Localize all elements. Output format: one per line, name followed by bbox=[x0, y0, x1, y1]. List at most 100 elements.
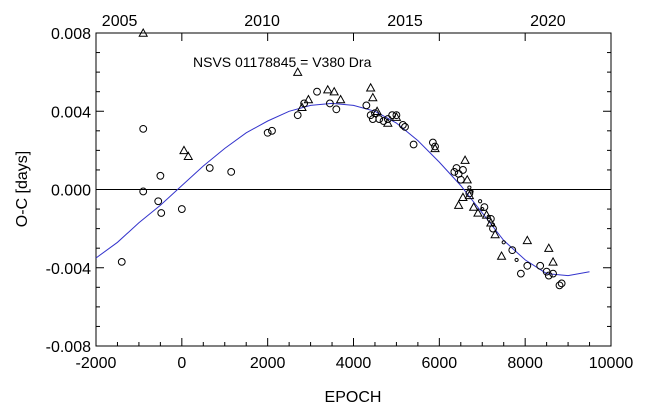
triangle-point bbox=[453, 200, 464, 209]
circle-point bbox=[489, 224, 497, 233]
triangle-point bbox=[543, 243, 554, 252]
circle-point bbox=[205, 164, 214, 172]
circle-point bbox=[523, 261, 532, 270]
triangle-point bbox=[329, 86, 340, 96]
triangle-point bbox=[496, 250, 507, 260]
triangle-point bbox=[292, 67, 303, 76]
x-tick-label: 8000 bbox=[507, 355, 543, 372]
circle-point bbox=[557, 279, 566, 288]
y-tick-label: 0.008 bbox=[51, 26, 91, 43]
year-tick-label: 2010 bbox=[244, 13, 280, 30]
small-point bbox=[490, 222, 496, 227]
small-point bbox=[514, 257, 519, 263]
triangle-point bbox=[464, 190, 475, 200]
circle-point bbox=[268, 126, 276, 135]
y-tick-label: -0.008 bbox=[46, 339, 91, 356]
x-tick-label: -2000 bbox=[76, 355, 117, 372]
circle-point bbox=[465, 189, 474, 198]
triangle-point bbox=[367, 92, 378, 102]
triangle-point bbox=[430, 143, 440, 153]
triangle-point bbox=[138, 27, 149, 37]
circle-point bbox=[371, 109, 379, 118]
circle-point bbox=[428, 138, 437, 147]
circle-point bbox=[480, 203, 489, 212]
circle-point bbox=[375, 115, 384, 123]
circle-point bbox=[157, 209, 166, 217]
circle-point bbox=[555, 281, 564, 290]
circle-point bbox=[401, 123, 409, 131]
triangle-point bbox=[522, 235, 533, 245]
year-tick-label: 2020 bbox=[530, 13, 566, 30]
triangle-point bbox=[490, 229, 500, 239]
triangle-point bbox=[391, 112, 402, 121]
circle-point bbox=[549, 269, 557, 278]
small-point bbox=[478, 199, 483, 204]
circle-point bbox=[313, 87, 321, 96]
circle-point bbox=[536, 261, 545, 270]
fit-curve bbox=[95, 102, 590, 277]
triangle-point bbox=[473, 207, 483, 217]
circle-point bbox=[544, 271, 553, 280]
circle-point bbox=[362, 101, 371, 110]
y-tick-label: 0.004 bbox=[51, 104, 91, 121]
x-tick-label: 0 bbox=[177, 355, 186, 372]
small-point bbox=[469, 189, 474, 194]
circle-point bbox=[156, 171, 165, 180]
circle-point bbox=[456, 175, 465, 184]
x-tick-label: 10000 bbox=[589, 355, 634, 372]
triangle-point bbox=[481, 209, 492, 219]
annotation-label: NSVS 01178845 = V380 Dra bbox=[193, 54, 372, 70]
circle-point bbox=[392, 111, 401, 120]
circle-point bbox=[409, 140, 418, 149]
circle-point bbox=[459, 166, 467, 174]
x-tick-label: 6000 bbox=[422, 355, 458, 372]
y-tick-label: 0.000 bbox=[51, 183, 91, 200]
circle-point bbox=[263, 128, 272, 137]
circle-point bbox=[139, 124, 148, 133]
x-tick-label: 2000 bbox=[250, 355, 286, 372]
triangle-point bbox=[382, 117, 393, 127]
data-markers bbox=[117, 27, 566, 290]
triangle-point bbox=[322, 84, 333, 94]
tick-labels: -2000 0 2000 4000 6000 8000 10000 -0.008 -0.004 0… bbox=[46, 13, 634, 372]
circle-point bbox=[154, 197, 163, 206]
circle-point bbox=[227, 167, 236, 176]
circle-point bbox=[431, 142, 439, 151]
triangle-point bbox=[485, 217, 496, 227]
year-tick-label: 2005 bbox=[102, 13, 138, 30]
circle-point bbox=[293, 111, 302, 120]
circle-point bbox=[332, 105, 341, 114]
triangle-point bbox=[372, 106, 382, 115]
y-axis-title: O-C [days] bbox=[14, 151, 31, 227]
circle-point bbox=[325, 99, 334, 108]
triangle-point bbox=[468, 202, 479, 211]
triangle-point bbox=[183, 151, 194, 160]
triangle-point bbox=[297, 102, 307, 112]
circle-point bbox=[139, 187, 148, 196]
circle-point bbox=[486, 214, 495, 223]
circle-point bbox=[366, 111, 375, 120]
small-point bbox=[480, 206, 485, 212]
triangle-point bbox=[462, 174, 473, 184]
triangle-point bbox=[179, 145, 189, 155]
year-tick-label: 2015 bbox=[387, 13, 423, 30]
circle-point bbox=[516, 269, 525, 278]
circle-point bbox=[398, 121, 407, 129]
circle-point bbox=[450, 167, 459, 176]
circle-point bbox=[508, 246, 517, 255]
triangle-point bbox=[458, 192, 468, 202]
circle-point bbox=[177, 205, 186, 213]
x-tick-label: 4000 bbox=[336, 355, 372, 372]
triangle-point bbox=[460, 155, 470, 164]
small-point bbox=[501, 240, 506, 245]
circle-point bbox=[117, 257, 126, 266]
triangle-point bbox=[365, 82, 376, 92]
circle-point bbox=[383, 115, 392, 123]
triangle-point bbox=[303, 94, 314, 104]
small-point bbox=[467, 185, 472, 190]
y-tick-label: -0.004 bbox=[46, 261, 91, 278]
small-point bbox=[486, 214, 491, 219]
triangle-point bbox=[548, 256, 558, 266]
x-axis-title: EPOCH bbox=[325, 389, 382, 406]
